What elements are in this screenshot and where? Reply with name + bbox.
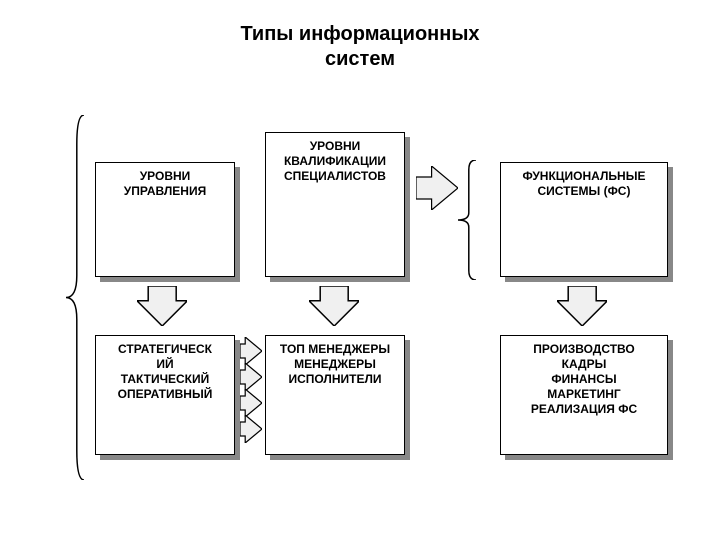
box-line: МАРКЕТИНГ [505, 387, 663, 402]
box-front: ТОП МЕНЕДЖЕРЫМЕНЕДЖЕРЫИСПОЛНИТЕЛИ [265, 335, 405, 455]
arrow-down-icon [137, 286, 187, 331]
box-line: ИСПОЛНИТЕЛИ [270, 372, 400, 387]
arrow-right-icon [240, 415, 262, 448]
box-line: МЕНЕДЖЕРЫ [270, 357, 400, 372]
arrow-down-icon [557, 286, 607, 331]
box-line: ТОП МЕНЕДЖЕРЫ [270, 342, 400, 357]
box-front: УРОВНИУПРАВЛЕНИЯ [95, 162, 235, 277]
box-a1: УРОВНИУПРАВЛЕНИЯ [95, 162, 240, 282]
box-front: УРОВНИКВАЛИФИКАЦИИСПЕЦИАЛИСТОВ [265, 132, 405, 277]
box-front: ФУНКЦИОНАЛЬНЫЕСИСТЕМЫ (ФС) [500, 162, 668, 277]
curly-brace-icon [66, 115, 84, 485]
box-line: УПРАВЛЕНИЯ [100, 184, 230, 199]
box-b2: ТОП МЕНЕДЖЕРЫМЕНЕДЖЕРЫИСПОЛНИТЕЛИ [265, 335, 410, 460]
box-front: ПРОИЗВОДСТВОКАДРЫФИНАНСЫМАРКЕТИНГРЕАЛИЗА… [500, 335, 668, 455]
title-line2: систем [325, 48, 395, 70]
arrow-right-icon [416, 166, 458, 215]
box-line: СПЕЦИАЛИСТОВ [270, 169, 400, 184]
box-line: СИСТЕМЫ (ФС) [505, 184, 663, 199]
box-line: ПРОИЗВОДСТВО [505, 342, 663, 357]
box-b3: ПРОИЗВОДСТВОКАДРЫФИНАНСЫМАРКЕТИНГРЕАЛИЗА… [500, 335, 673, 460]
title-line1: Типы информационных [240, 23, 479, 45]
box-a2: УРОВНИКВАЛИФИКАЦИИСПЕЦИАЛИСТОВ [265, 132, 410, 282]
box-line: ОПЕРАТИВНЫЙ [100, 387, 230, 402]
box-line: КВАЛИФИКАЦИИ [270, 154, 400, 169]
box-front: СТРАТЕГИЧЕСКИЙТАКТИЧЕСКИЙОПЕРАТИВНЫЙ [95, 335, 235, 455]
curly-brace-icon [458, 160, 476, 285]
box-line: ИЙ [100, 357, 230, 372]
box-line: УРОВНИ [100, 169, 230, 184]
box-line: ТАКТИЧЕСКИЙ [100, 372, 230, 387]
box-line: ФИНАНСЫ [505, 372, 663, 387]
box-line: СТРАТЕГИЧЕСК [100, 342, 230, 357]
diagram-canvas: { "title": { "line1": "Типы информационн… [0, 0, 720, 540]
box-line: УРОВНИ [270, 139, 400, 154]
diagram-title: Типы информационных систем [0, 22, 720, 72]
box-line: РЕАЛИЗАЦИЯ ФС [505, 402, 663, 417]
box-a3: ФУНКЦИОНАЛЬНЫЕСИСТЕМЫ (ФС) [500, 162, 673, 282]
box-b1: СТРАТЕГИЧЕСКИЙТАКТИЧЕСКИЙОПЕРАТИВНЫЙ [95, 335, 240, 460]
arrow-down-icon [309, 286, 359, 331]
box-line: КАДРЫ [505, 357, 663, 372]
box-line: ФУНКЦИОНАЛЬНЫЕ [505, 169, 663, 184]
